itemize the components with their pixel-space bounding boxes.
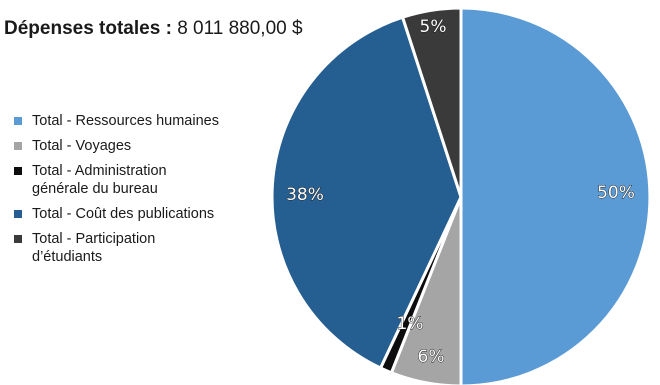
- slice-percent-label: 1%: [397, 314, 424, 334]
- slice-percent-label: 5%: [420, 17, 447, 37]
- chart-title: Dépenses totales : 8 011 880,00 $: [4, 18, 303, 40]
- legend-label: Total - Participation d’étudiants: [32, 231, 156, 265]
- legend-label: Total - Voyages: [32, 138, 132, 154]
- title-label: Dépenses totales :: [4, 18, 172, 39]
- legend-item-ressources-humaines: Total - Ressources humaines: [14, 112, 264, 130]
- slice-percent-label: 38%: [286, 185, 324, 205]
- legend-label: Total - Administration générale du burea…: [32, 163, 167, 197]
- legend-item-etudiants: Total - Participation d’étudiants: [14, 230, 264, 266]
- legend-swatch: [14, 117, 22, 125]
- legend-swatch: [14, 142, 22, 150]
- chart-legend: Total - Ressources humaines Total - Voya…: [14, 112, 264, 273]
- legend-swatch: [14, 210, 22, 218]
- legend-swatch: [14, 235, 22, 243]
- legend-item-publications: Total - Coût des publications: [14, 205, 264, 223]
- legend-label: Total - Ressources humaines: [32, 113, 219, 129]
- legend-swatch: [14, 167, 22, 175]
- legend-item-voyages: Total - Voyages: [14, 137, 264, 155]
- pie-slice: [459, 6, 652, 385]
- slice-percent-label: 6%: [418, 347, 445, 367]
- pie-slice: [400, 6, 463, 198]
- slice-percent-label: 50%: [597, 183, 635, 203]
- legend-label: Total - Coût des publications: [32, 206, 215, 222]
- title-total-value: 8 011 880,00 $: [177, 18, 303, 39]
- pie-slice: [270, 15, 463, 371]
- legend-item-administration: Total - Administration générale du burea…: [14, 162, 264, 198]
